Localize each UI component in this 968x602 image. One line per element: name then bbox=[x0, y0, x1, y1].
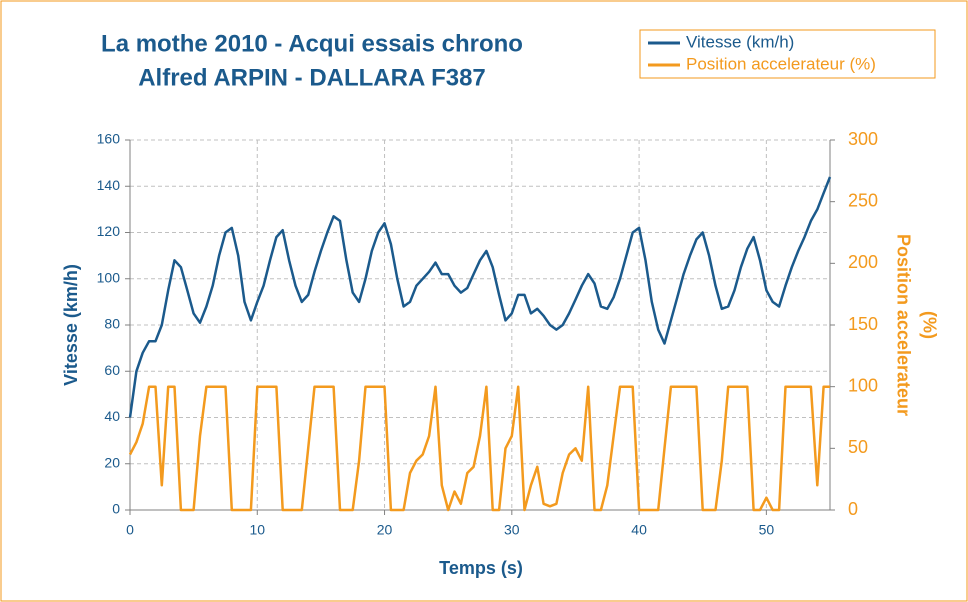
y2-axis-label: Position accelerateur bbox=[893, 234, 913, 416]
y2-tick-label: 150 bbox=[848, 314, 878, 334]
y2-axis-label: (%) bbox=[919, 311, 939, 339]
y-axis-label: Vitesse (km/h) bbox=[61, 264, 81, 386]
y2-tick-label: 0 bbox=[848, 499, 858, 519]
x-tick-label: 40 bbox=[631, 522, 647, 538]
y-tick-label: 160 bbox=[97, 131, 121, 147]
y2-tick-label: 300 bbox=[848, 129, 878, 149]
y2-tick-label: 50 bbox=[848, 437, 868, 457]
y-tick-label: 20 bbox=[104, 454, 120, 470]
y2-tick-label: 250 bbox=[848, 190, 878, 210]
y-tick-label: 100 bbox=[97, 269, 121, 285]
y-tick-label: 140 bbox=[97, 177, 121, 193]
y-tick-label: 0 bbox=[112, 501, 120, 517]
y-tick-label: 80 bbox=[104, 316, 120, 332]
chart-title: Alfred ARPIN - DALLARA F387 bbox=[138, 64, 486, 91]
series-line bbox=[128, 176, 832, 418]
x-tick-label: 0 bbox=[126, 522, 134, 538]
chart-title: La mothe 2010 - Acqui essais chrono bbox=[101, 30, 523, 57]
y2-tick-label: 100 bbox=[848, 375, 878, 395]
x-tick-label: 30 bbox=[504, 522, 520, 538]
x-axis-label: Temps (s) bbox=[439, 558, 523, 578]
y-tick-label: 60 bbox=[104, 362, 120, 378]
y-tick-label: 120 bbox=[97, 223, 121, 239]
series-line bbox=[128, 385, 830, 512]
x-tick-label: 20 bbox=[377, 522, 393, 538]
x-tick-label: 50 bbox=[759, 522, 775, 538]
y-tick-label: 40 bbox=[104, 408, 120, 424]
legend-label: Position accelerateur (%) bbox=[686, 54, 876, 73]
legend-label: Vitesse (km/h) bbox=[686, 32, 794, 51]
x-tick-label: 10 bbox=[249, 522, 265, 538]
y2-tick-label: 200 bbox=[848, 252, 878, 272]
legend-box bbox=[639, 29, 936, 79]
